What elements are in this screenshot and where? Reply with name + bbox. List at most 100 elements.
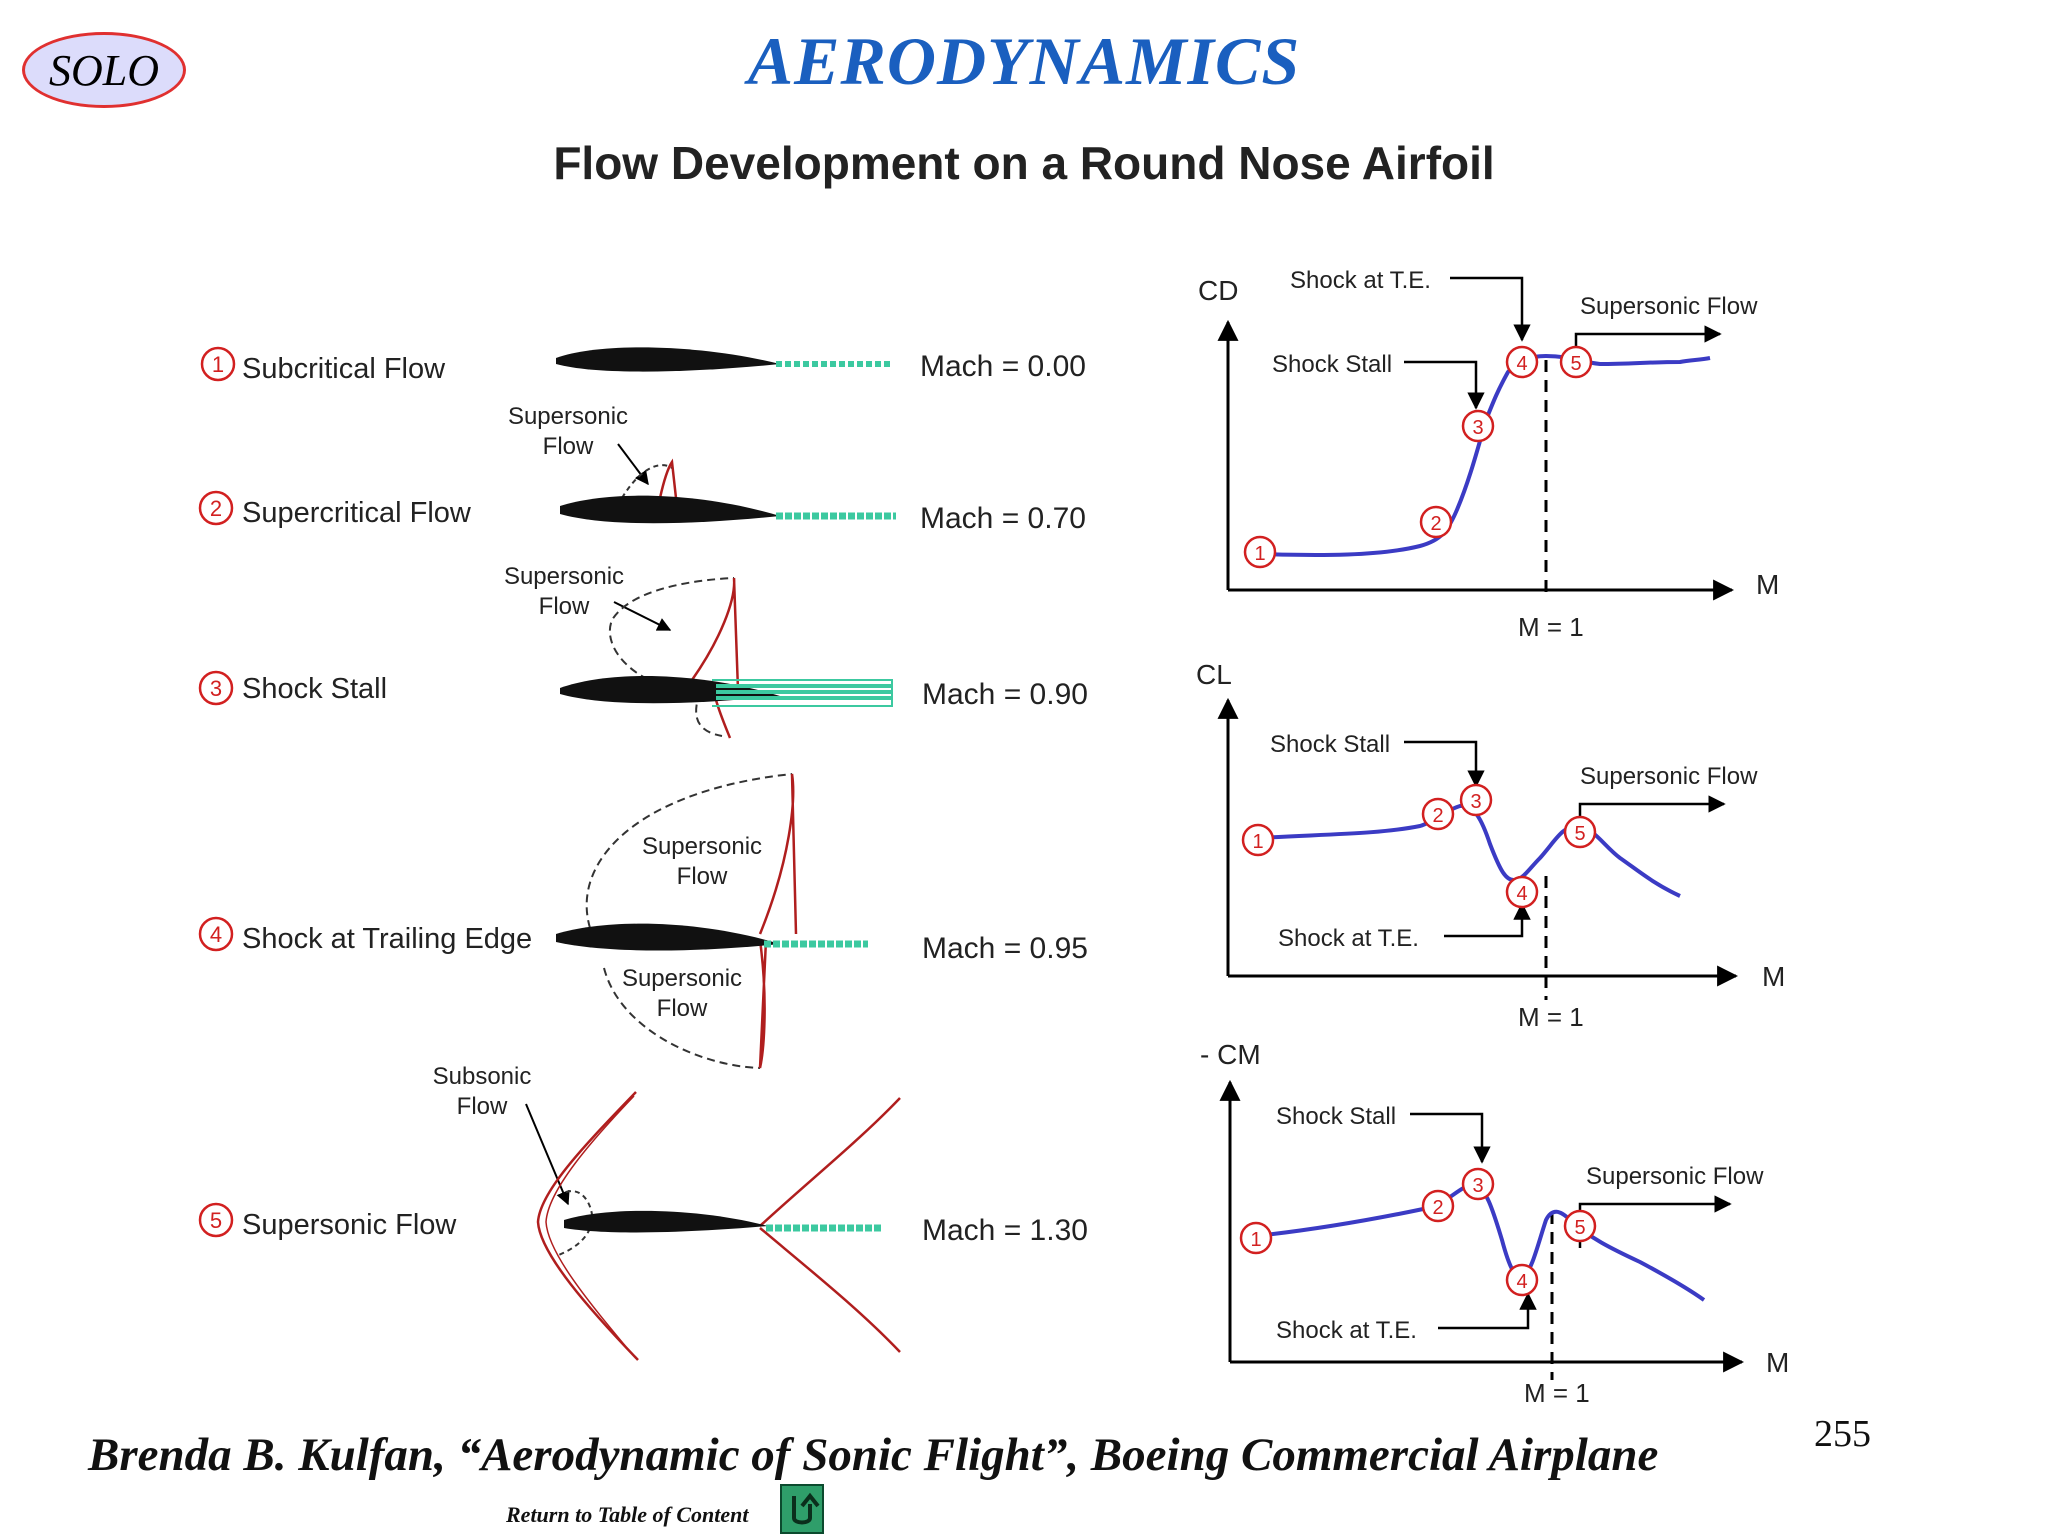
regime-row-4: 4 Shock at Trailing Edge Supersonic Flow… — [198, 773, 1088, 1069]
chart-cd-m1-label: M = 1 — [1518, 612, 1584, 642]
regime-row-2: 2 Supercritical Flow Supersonic Flow Mac… — [198, 403, 1086, 535]
page-title: AERODYNAMICS — [747, 23, 1301, 99]
mach-label-4: Mach = 0.95 — [922, 932, 1088, 965]
supersonic-label-4a: Supersonic — [642, 833, 762, 860]
subsonic-label-5a: Subsonic — [433, 1063, 532, 1090]
chart-cd-point-5: 5 — [1559, 345, 1593, 379]
return-arrow-glyph — [792, 1492, 820, 1525]
svg-text:4: 4 — [1516, 353, 1527, 375]
chart-cm-point-4: 4 — [1505, 1263, 1539, 1297]
flow-label-4d: Flow — [657, 995, 708, 1022]
chart-cd-point-4: 4 — [1505, 345, 1539, 379]
subsonic-arrow-5 — [525, 1103, 570, 1206]
chart-cd: CD M M = 1 Shock at T.E. Shock Stall Sup… — [1198, 267, 1779, 642]
chart-cd-arrow-supersonic — [1574, 325, 1722, 360]
regime-row-1: 1 Subcritical Flow Mach = 0.00 — [200, 346, 1086, 385]
figure-title: Flow Development on a Round Nose Airfoil — [553, 137, 1495, 189]
chart-cd-xlabel: M — [1756, 569, 1779, 600]
sonic-boundary-3 — [609, 577, 735, 693]
svg-text:2: 2 — [1430, 513, 1441, 535]
citation: Brenda B. Kulfan, “Aerodynamic of Sonic … — [88, 1429, 1659, 1481]
airfoil-4 — [556, 923, 780, 951]
shock-3-lower — [714, 699, 732, 739]
chart-cd-point-2: 2 — [1419, 505, 1453, 539]
chart-cd-ann-supersonic: Supersonic Flow — [1580, 293, 1758, 320]
chart-cl-ann-shock-stall: Shock Stall — [1270, 731, 1390, 758]
supersonic-arrow-2 — [617, 443, 649, 486]
chart-cl-point-5: 5 — [1563, 815, 1597, 849]
chart-cm-point-2: 2 — [1421, 1189, 1455, 1223]
svg-text:2: 2 — [1432, 805, 1443, 827]
airfoil-1 — [556, 347, 780, 372]
regime-label-4: Shock at Trailing Edge — [242, 923, 532, 955]
flow-label-3b: Flow — [539, 593, 590, 620]
chart-cl-point-1: 1 — [1241, 823, 1275, 857]
svg-text:4: 4 — [1516, 1271, 1527, 1293]
chart-cd-ann-shock-stall: Shock Stall — [1272, 351, 1392, 378]
chart-cd-ylabel: CD — [1198, 275, 1238, 306]
return-arrow-icon[interactable] — [780, 1484, 824, 1534]
regime-number-5: 5 — [210, 1208, 222, 1233]
svg-text:1: 1 — [1250, 1229, 1261, 1251]
regime-marker-5 — [198, 1202, 234, 1238]
chart-cl-point-4: 4 — [1505, 875, 1539, 909]
chart-cl-ann-shock-te: Shock at T.E. — [1278, 925, 1419, 952]
regime-label-2: Supercritical Flow — [242, 497, 472, 529]
mach-label-3: Mach = 0.90 — [922, 678, 1088, 711]
chart-cl-ylabel: CL — [1196, 659, 1232, 690]
airfoil-2 — [560, 495, 780, 524]
regime-marker-2 — [198, 490, 234, 526]
chart-cm: - CM M M = 1 Shock Stall Shock at T.E. S… — [1200, 1039, 1789, 1408]
chart-cl-xlabel: M — [1762, 961, 1785, 992]
svg-text:3: 3 — [1470, 791, 1481, 813]
svg-text:3: 3 — [1472, 417, 1483, 439]
sonic-boundary-4-lower — [603, 967, 761, 1069]
svg-text:2: 2 — [1432, 1197, 1443, 1219]
chart-cm-ann-shock-stall: Shock Stall — [1276, 1103, 1396, 1130]
regime-number-3: 3 — [210, 676, 222, 701]
chart-cm-xlabel: M — [1766, 1347, 1789, 1378]
svg-text:5: 5 — [1570, 353, 1581, 375]
regime-row-3: 3 Shock Stall Supersonic Flow Mach = 0.9… — [198, 563, 1088, 739]
tail-shock-5-upper — [759, 1097, 901, 1227]
airfoil-5 — [564, 1210, 768, 1233]
flow-label-5b: Flow — [457, 1093, 508, 1120]
regime-label-3: Shock Stall — [242, 673, 387, 705]
mach-label-2: Mach = 0.70 — [920, 502, 1086, 535]
chart-cd-point-1: 1 — [1243, 535, 1277, 569]
chart-cd-ann-shock-te: Shock at T.E. — [1290, 267, 1431, 294]
chart-cm-point-3: 3 — [1461, 1167, 1495, 1201]
sonic-line-2 — [621, 464, 673, 499]
svg-text:4: 4 — [1516, 883, 1527, 905]
chart-cd-curve — [1259, 353, 1711, 558]
chart-cl: CL M M = 1 Shock Stall Shock at T.E. Sup… — [1196, 659, 1785, 1032]
shock-4-lower — [758, 939, 768, 1069]
chart-cl-curve — [1257, 803, 1681, 898]
shock-2 — [658, 458, 678, 499]
chart-cl-m1-label: M = 1 — [1518, 1002, 1584, 1032]
chart-cm-arrow-shock-te — [1438, 1292, 1537, 1330]
regime-marker-1 — [200, 346, 236, 382]
chart-cl-arrow-supersonic — [1578, 795, 1726, 820]
chart-cm-curve — [1255, 1181, 1706, 1302]
chart-cl-point-3: 3 — [1459, 783, 1493, 817]
toc-link[interactable]: Return to Table of Content — [506, 1502, 749, 1527]
svg-text:5: 5 — [1574, 823, 1585, 845]
regime-number-2: 2 — [210, 496, 222, 521]
supersonic-label-3a: Supersonic — [504, 563, 624, 590]
supersonic-label-4c: Supersonic — [622, 965, 742, 992]
svg-text:1: 1 — [1254, 543, 1265, 565]
flow-label-2b: Flow — [543, 433, 594, 460]
chart-cm-point-1: 1 — [1239, 1221, 1273, 1255]
chart-cl-arrow-shock-te — [1444, 902, 1531, 938]
mach-label-5: Mach = 1.30 — [922, 1214, 1088, 1247]
bow-shock-5b — [545, 1095, 635, 1355]
chart-cm-arrow-shock-stall — [1410, 1112, 1491, 1164]
regime-label-5: Supersonic Flow — [242, 1209, 457, 1241]
regime-marker-4 — [198, 916, 234, 952]
bow-shock-5 — [536, 1091, 639, 1361]
chart-cl-point-2: 2 — [1421, 797, 1455, 831]
chart-cd-point-3: 3 — [1461, 409, 1495, 443]
